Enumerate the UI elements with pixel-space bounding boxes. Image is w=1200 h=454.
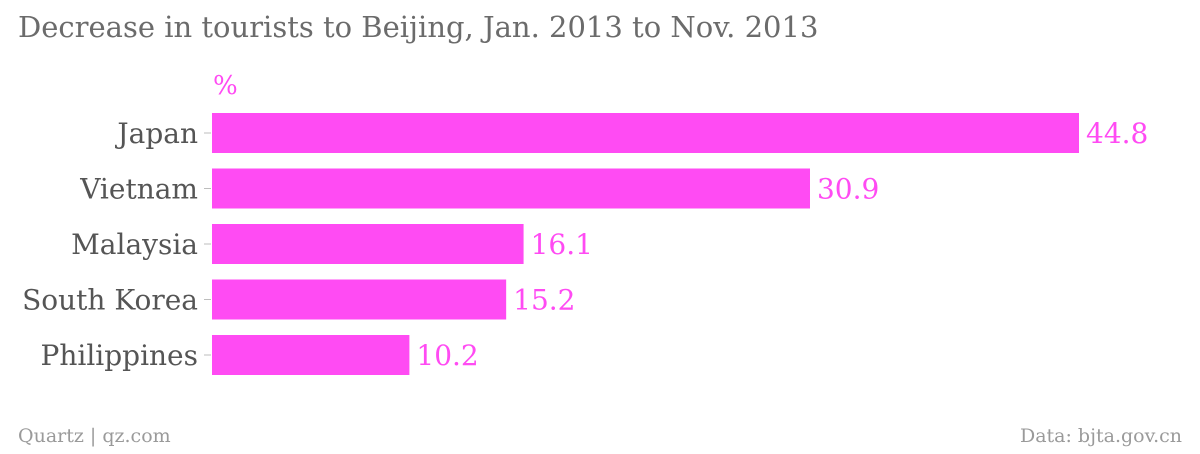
category-label: Japan xyxy=(114,117,198,150)
chart-title: Decrease in tourists to Beijing, Jan. 20… xyxy=(18,10,819,44)
value-label: 15.2 xyxy=(513,284,575,317)
bar xyxy=(212,224,524,264)
bar xyxy=(212,113,1079,153)
footer-credit: Quartz | qz.com xyxy=(18,425,171,447)
category-label: Vietnam xyxy=(79,173,198,206)
value-label: 16.1 xyxy=(531,228,593,261)
bar xyxy=(212,335,410,375)
footer-source: Data: bjta.gov.cn xyxy=(1019,425,1182,447)
category-label: Philippines xyxy=(40,339,198,372)
value-label: 30.9 xyxy=(817,173,879,206)
value-label: 10.2 xyxy=(416,339,478,372)
category-label: Malaysia xyxy=(71,228,198,261)
unit-label: % xyxy=(213,71,238,101)
bar xyxy=(212,168,810,209)
bar xyxy=(212,279,507,320)
category-label: South Korea xyxy=(22,284,198,317)
value-label: 44.8 xyxy=(1086,117,1148,150)
plot-area: % Japan 44.8 Vietnam 30.9 Malaysia 16.1 South K… xyxy=(22,71,1148,375)
